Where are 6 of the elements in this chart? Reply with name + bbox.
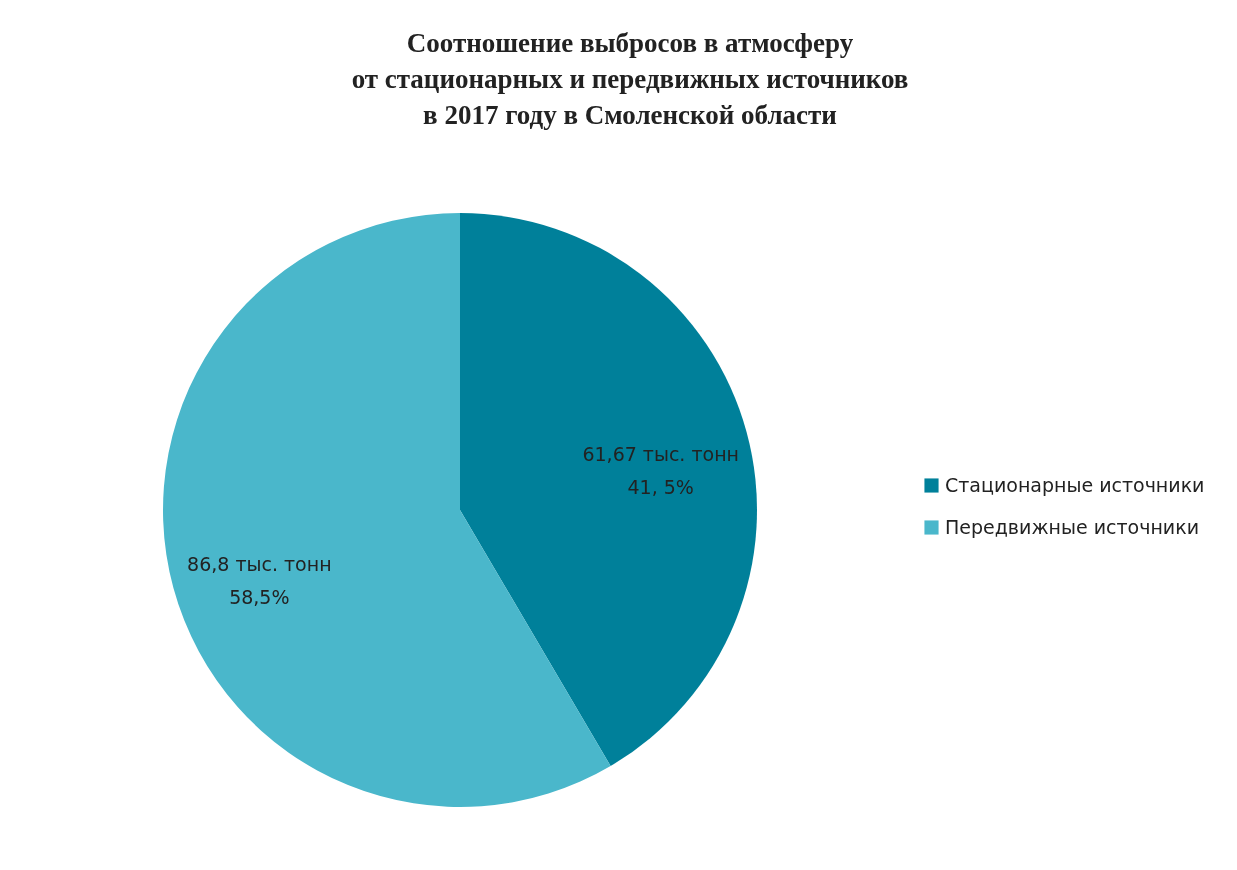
data-label: 61,67 тыс. тонн 41, 5% bbox=[582, 443, 739, 499]
data-label: 86,8 тыс. тонн 58,5% bbox=[187, 552, 332, 608]
pie-slice bbox=[460, 213, 757, 766]
legend-label: Передвижные источники bbox=[945, 515, 1199, 538]
chart-title: Соотношение выбросов в атмосферу от стационарных и передвижных источников в 2017 году в Смоленской области bbox=[351, 28, 909, 130]
legend-label: Стационарные источники bbox=[945, 473, 1205, 496]
